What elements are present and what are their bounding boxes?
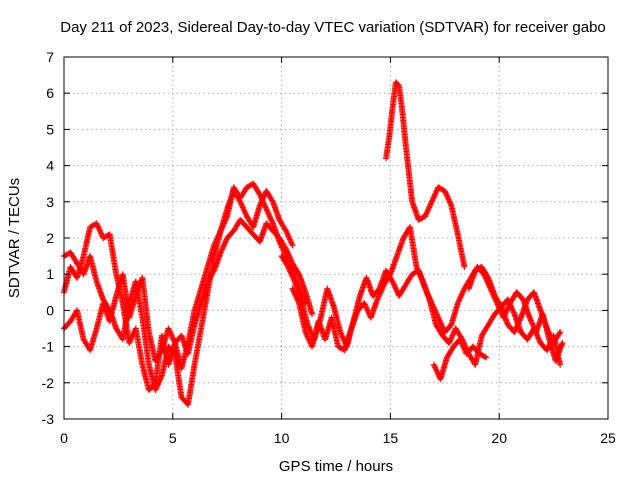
y-tick-label: 5 (46, 121, 54, 137)
data-point (269, 197, 276, 204)
series-track-5 (289, 224, 564, 368)
y-tick-label: -2 (42, 375, 55, 391)
chart-title: Day 211 of 2023, Sidereal Day-to-day VTE… (60, 19, 606, 36)
data-point (557, 329, 564, 336)
axis-ticks (63, 56, 609, 420)
y-tick-label: -1 (42, 339, 55, 355)
grid-lines (64, 57, 608, 419)
x-tick-label: 25 (600, 430, 616, 446)
data-point (295, 269, 302, 276)
data-point (151, 380, 158, 387)
series-track-4 (278, 253, 566, 365)
data-point (158, 348, 165, 355)
x-tick-label: 15 (383, 430, 399, 446)
data-point (484, 273, 491, 280)
y-tick-label: 7 (46, 49, 54, 65)
y-tick-label: 2 (46, 230, 54, 246)
data-point (497, 302, 504, 309)
series-track-3 (61, 216, 316, 365)
data-point (556, 330, 563, 337)
x-tick-label: 10 (274, 430, 290, 446)
y-tick-labels: -3 -2 -1 0 1 2 3 4 5 6 7 (42, 49, 55, 427)
x-tick-label: 20 (491, 430, 507, 446)
y-tick-label: 6 (46, 85, 54, 101)
y-axis-label: SDTVAR / TECUs (6, 178, 23, 298)
data-point (461, 263, 468, 270)
y-tick-label: 3 (46, 194, 54, 210)
x-tick-label: 5 (169, 430, 177, 446)
y-tick-label: -3 (42, 411, 55, 427)
data-point (483, 354, 490, 361)
y-tick-label: 0 (46, 302, 54, 318)
data-point (386, 272, 393, 279)
series-track-7 (430, 336, 490, 383)
data-points (61, 79, 566, 408)
x-axis-label: GPS time / hours (279, 458, 393, 475)
x-tick-labels: 0 5 10 15 20 25 (60, 430, 616, 446)
y-tick-label: 4 (46, 158, 54, 174)
data-point (481, 353, 488, 360)
data-point (309, 311, 316, 318)
data-point (289, 242, 296, 249)
data-point (559, 339, 566, 346)
series-track-6 (383, 79, 468, 270)
data-point (557, 361, 564, 368)
series-track-8 (465, 263, 564, 346)
x-tick-label: 0 (60, 430, 68, 446)
y-tick-label: 1 (46, 266, 54, 282)
data-point (210, 268, 217, 275)
